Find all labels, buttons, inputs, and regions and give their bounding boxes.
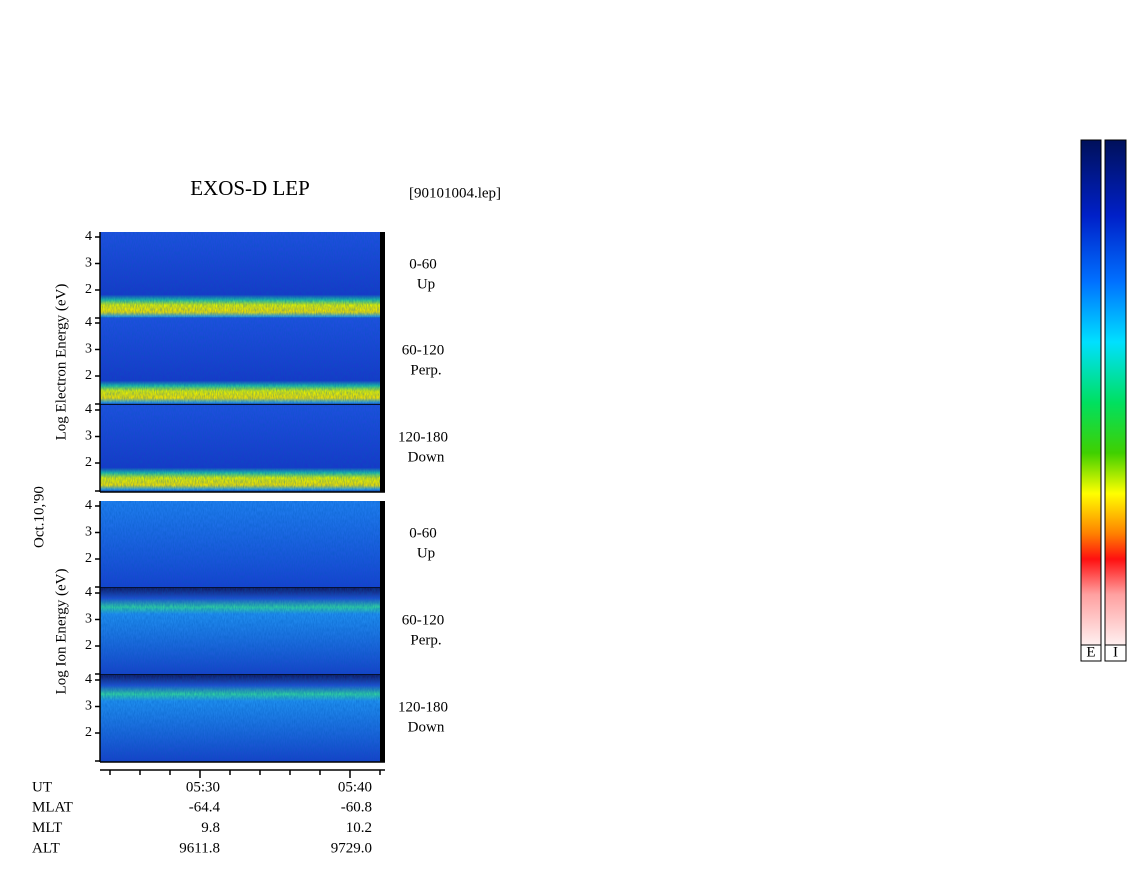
date: Oct.10,'90 [31,486,47,548]
spectrogram-texture [100,405,380,492]
spectrogram-edge [380,232,385,319]
ephemeris-value: 9729.0 [331,840,372,856]
spectrogram-texture [100,675,380,762]
file-name: [90101004.lep] [409,185,501,201]
y-tick-label: 4 [85,672,92,687]
colorbar [1080,139,1102,646]
y-tick-label: 2 [85,725,92,740]
y-tick-label: 4 [85,498,92,513]
ephemeris-value: 05:30 [186,779,220,795]
y-tick-label: 3 [85,429,92,444]
y-tick-label: 3 [85,342,92,357]
ephemeris-value: 05:40 [338,779,372,795]
pitch-angle: 0-60 [409,525,437,541]
ephemeris-value: 9.8 [201,820,220,836]
spectrogram-texture [100,232,380,319]
ephemeris-name: MLT [32,820,62,836]
colorbar [1104,139,1127,646]
colorbar-label-box [1080,644,1102,662]
spectrogram-edge [380,318,385,405]
pitch-angle: 60-120 [402,342,445,358]
y-tick-label: 4 [85,229,92,244]
direction: Up [417,276,435,292]
spectrogram-edge [380,405,385,492]
pitch-angle: 120-180 [398,429,448,445]
colorbar-label: I [1113,644,1118,660]
y-tick-label: 4 [85,585,92,600]
y-tick-label: 3 [85,612,92,627]
ephemeris-value: 9611.8 [179,840,220,856]
spectrogram-texture [100,318,380,405]
y-tick-label: 3 [85,525,92,540]
y-tick-label: 2 [85,551,92,566]
pitch-angle: 60-120 [402,612,445,628]
pitch-angle: 120-180 [398,699,448,715]
title: EXOS-D LEP [190,176,310,200]
ephemeris-value: -60.8 [341,800,372,816]
direction: Down [408,719,445,735]
y-tick-label: 3 [85,256,92,271]
ephemeris-name: UT [32,779,52,795]
species-axis-label: Log Ion Energy (eV) [53,569,69,695]
ephemeris-value: -64.4 [189,800,221,816]
ephemeris-value: 10.2 [346,820,372,836]
y-tick-label: 2 [85,455,92,470]
direction: Up [417,545,435,561]
direction: Perp. [410,362,441,378]
y-tick-label: 2 [85,638,92,653]
ephemeris-name: ALT [32,840,60,856]
y-tick-label: 4 [85,315,92,330]
y-tick-label: 2 [85,368,92,383]
y-tick-label: 2 [85,282,92,297]
y-tick-label: 3 [85,699,92,714]
colorbar-label-box [1104,644,1127,662]
direction: Perp. [410,632,441,648]
direction: Down [408,449,445,465]
colorbars [1080,139,1127,662]
pitch-angle: 0-60 [409,256,437,272]
spectrogram-texture [100,501,380,588]
colorbar-label: E [1086,644,1095,660]
species-axis-label: Log Electron Energy (eV) [53,284,69,441]
ephemeris-name: MLAT [32,800,73,816]
y-tick-label: 4 [85,402,92,417]
spectrogram-texture [100,588,380,675]
spectrogram-edge [380,501,385,588]
spectrogram-edge [380,675,385,762]
spectrogram-edge [380,588,385,675]
